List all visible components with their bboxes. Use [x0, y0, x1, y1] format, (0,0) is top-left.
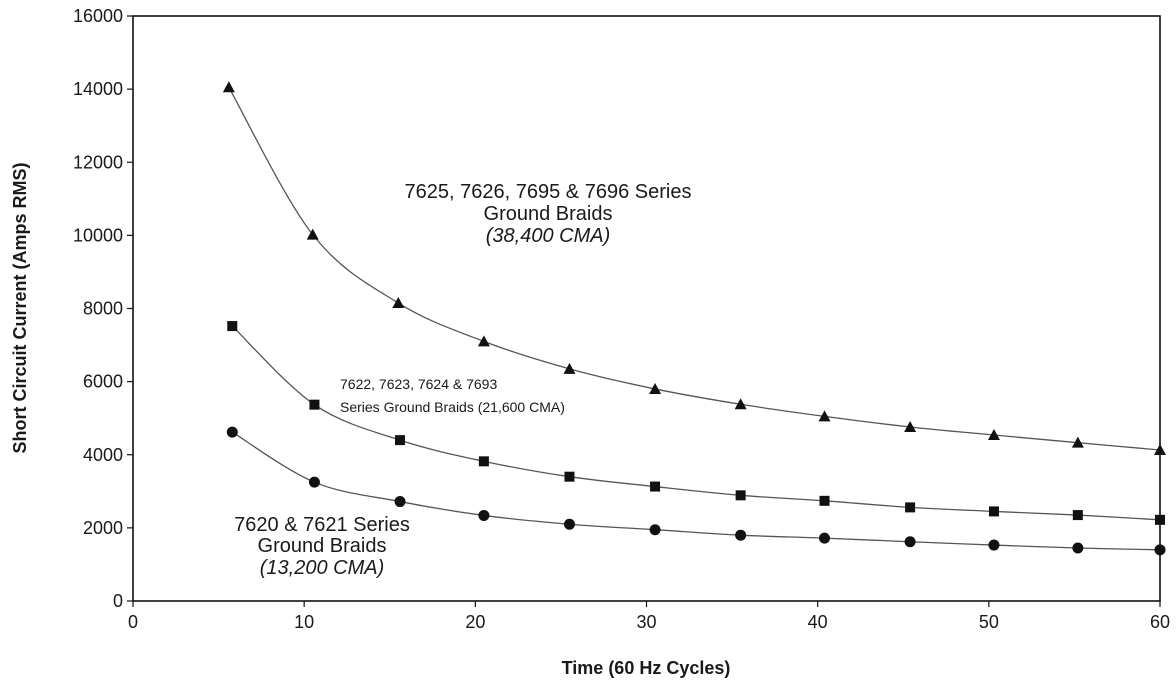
data-point-square — [564, 471, 575, 482]
annotation-upper-line1: 7625, 7626, 7695 & 7696 Series — [405, 181, 692, 203]
y-tick-label: 2000 — [83, 518, 123, 538]
y-axis-title: Short Circuit Current (Amps RMS) — [10, 162, 30, 453]
x-tick-label: 40 — [808, 612, 828, 632]
series-triangle — [222, 81, 1166, 455]
data-point-circle — [1072, 542, 1084, 554]
y-tick-label: 10000 — [73, 225, 123, 245]
data-point-triangle — [734, 398, 747, 410]
x-tick-label: 50 — [979, 612, 999, 632]
series-layer — [222, 81, 1166, 556]
data-point-triangle — [1071, 436, 1084, 448]
data-point-circle — [394, 496, 406, 508]
series-square — [227, 321, 1165, 525]
data-point-circle — [308, 476, 320, 488]
data-point-triangle — [649, 382, 662, 394]
data-point-circle — [735, 529, 747, 541]
data-point-square — [227, 321, 238, 332]
annotation-upper: 7625, 7626, 7695 & 7696 Series Ground Br… — [405, 181, 692, 247]
data-point-square — [735, 490, 746, 501]
x-tick-label: 60 — [1150, 612, 1170, 632]
data-point-circle — [988, 539, 1000, 551]
annotation-lower-line3: (13,200 CMA) — [260, 557, 385, 579]
data-point-circle — [478, 509, 490, 521]
annotation-middle-line1: 7622, 7623, 7624 & 7693 — [340, 376, 497, 392]
annotation-upper-line2: Ground Braids — [484, 203, 613, 225]
annotation-middle-line2: Series Ground Braids (21,600 CMA) — [340, 399, 565, 415]
data-point-circle — [649, 524, 661, 536]
x-tick-label: 10 — [294, 612, 314, 632]
plot-frame — [132, 15, 1161, 602]
annotation-lower-line2: Ground Braids — [258, 535, 387, 557]
series-line-square — [231, 325, 1161, 521]
data-point-square — [650, 481, 661, 492]
data-point-triangle — [818, 410, 831, 422]
x-tick-label: 30 — [636, 612, 656, 632]
x-tick-label: 0 — [128, 612, 138, 632]
data-point-square — [309, 399, 320, 410]
y-tick-label: 12000 — [73, 152, 123, 172]
data-point-triangle — [392, 297, 405, 309]
data-point-triangle — [563, 362, 576, 374]
y-tick-label: 4000 — [83, 445, 123, 465]
y-tick-label: 16000 — [73, 6, 123, 26]
data-point-circle — [819, 532, 831, 544]
data-point-triangle — [222, 81, 235, 93]
y-tick-label: 8000 — [83, 299, 123, 319]
data-point-square — [988, 506, 999, 517]
y-tick-label: 6000 — [83, 372, 123, 392]
y-tick-label: 14000 — [73, 79, 123, 99]
annotation-lower-line1: 7620 & 7621 Series — [234, 514, 410, 536]
data-point-circle — [226, 426, 238, 438]
data-point-square — [905, 502, 916, 513]
x-tick-label: 20 — [465, 612, 485, 632]
data-point-circle — [904, 536, 916, 548]
data-point-triangle — [477, 335, 490, 347]
series-circle — [226, 426, 1166, 556]
axis-ticks: 0 2000 4000 6000 8000 10000 12000 14000 16000 0 10… — [73, 6, 1170, 632]
data-point-square — [395, 435, 406, 446]
data-point-triangle — [306, 228, 319, 240]
data-point-square — [819, 495, 830, 506]
series-line-triangle — [228, 86, 1161, 451]
data-point-square — [1072, 510, 1083, 521]
series-line-circle — [231, 431, 1161, 551]
annotation-lower: 7620 & 7621 Series Ground Braids (13,200… — [234, 514, 410, 579]
x-axis-title: Time (60 Hz Cycles) — [562, 658, 731, 678]
data-point-triangle — [987, 429, 1000, 441]
data-point-square — [478, 456, 489, 467]
data-point-circle — [563, 518, 575, 530]
y-tick-label: 0 — [113, 591, 123, 611]
data-point-triangle — [904, 420, 917, 432]
annotation-middle: 7622, 7623, 7624 & 7693 Series Ground Br… — [340, 376, 565, 415]
annotation-upper-line3: (38,400 CMA) — [486, 225, 611, 247]
